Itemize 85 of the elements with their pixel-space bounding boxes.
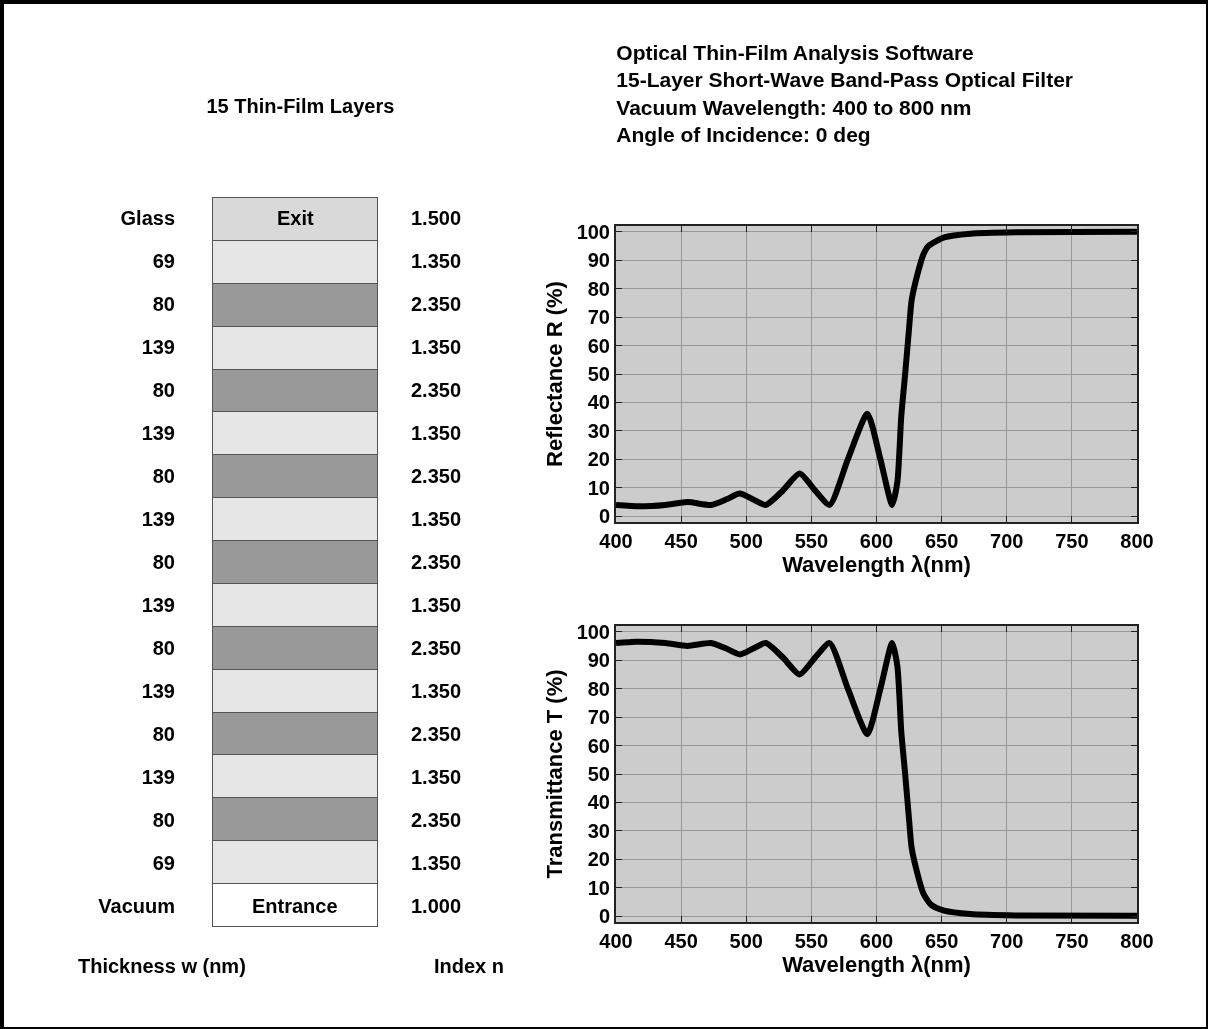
category-label: 80 <box>152 808 175 831</box>
y-tick-label: 30 <box>587 819 610 842</box>
category-label: 1.350 <box>411 250 462 273</box>
category-label: 1.350 <box>411 679 462 702</box>
category-label: 2.350 <box>411 808 462 831</box>
y-axis-title: Reflectance R (%) <box>541 281 567 467</box>
y-tick-label: 50 <box>587 763 610 785</box>
x-tick-label: 550 <box>794 930 829 952</box>
category-label: 2.350 <box>411 465 462 488</box>
category-label: 2.350 <box>411 551 462 573</box>
category-label: 2.350 <box>411 636 462 659</box>
x-tick-label: 750 <box>1055 930 1089 952</box>
y-tick-label: 10 <box>587 876 610 899</box>
category-label: 139 <box>141 336 175 359</box>
category-label: 80 <box>152 722 175 745</box>
text: 15 Thin-Film Layers <box>206 95 395 117</box>
category-label: 1.350 <box>411 508 462 531</box>
y-tick-label: 100 <box>576 220 610 243</box>
y-tick-label: 90 <box>587 649 610 672</box>
x-tick-label: 450 <box>664 530 698 552</box>
text: Entrance <box>252 895 338 917</box>
category-label: 80 <box>152 379 175 402</box>
category-label: 139 <box>141 679 175 702</box>
y-tick-label: 60 <box>587 734 610 757</box>
x-tick-label: 600 <box>859 930 894 952</box>
category-label: 1.350 <box>411 336 462 359</box>
x-tick-label: 750 <box>1055 530 1089 552</box>
category-label: Glass <box>120 207 175 230</box>
y-tick-label: 70 <box>587 306 610 329</box>
category-label: 69 <box>152 250 175 273</box>
x-tick-label: 500 <box>729 530 763 552</box>
category-label: 139 <box>141 765 175 788</box>
category-label: 1.350 <box>411 765 462 788</box>
category-label: Vacuum <box>98 894 175 917</box>
category-label: 139 <box>141 508 175 531</box>
y-tick-label: 80 <box>587 277 610 300</box>
chart-subtitle: 15-Layer Short-Wave Band-Pass Optical Filter Vacuum Wavelength: 400 to 800 nm Angle of Incidence: 0 deg <box>616 68 1074 146</box>
x-tick-label: 400 <box>599 930 633 952</box>
category-label: 2.350 <box>411 722 462 745</box>
category-label: 1.350 <box>411 851 462 874</box>
x-tick-label: 700 <box>990 530 1024 552</box>
y-tick-label: 50 <box>587 363 610 385</box>
x-tick-label: 600 <box>859 530 894 552</box>
text: Index n <box>434 955 505 977</box>
category-label: 80 <box>152 551 175 573</box>
category-label: 139 <box>141 593 175 616</box>
y-axis-title: Transmittance T (%) <box>541 669 567 879</box>
x-tick-label: 400 <box>599 530 633 552</box>
y-tick-label: 60 <box>587 334 610 357</box>
x-tick-label: 500 <box>729 930 763 952</box>
x-tick-label: 800 <box>1120 530 1154 552</box>
text: Thickness w (nm) <box>78 955 246 977</box>
x-tick-label: 650 <box>924 530 959 552</box>
y-tick-label: 80 <box>587 677 610 700</box>
category-label: 1.500 <box>411 207 462 230</box>
x-axis-title: Wavelength λ(nm) <box>782 552 971 578</box>
category-label: 80 <box>152 636 175 659</box>
category-label: 80 <box>152 293 175 316</box>
y-tick-label: 30 <box>587 419 610 442</box>
chart-title: Optical Thin-Film Analysis Software <box>616 41 974 64</box>
x-axis-title: Wavelength λ(nm) <box>782 952 971 978</box>
category-label: 69 <box>152 851 175 874</box>
y-tick-label: 20 <box>587 848 610 871</box>
text: Exit <box>277 207 314 229</box>
y-tick-label: 10 <box>587 476 610 499</box>
y-tick-label: 0 <box>598 505 610 528</box>
y-tick-label: 40 <box>587 791 610 814</box>
category-label: 2.350 <box>411 379 462 402</box>
x-tick-label: 800 <box>1120 930 1154 952</box>
x-tick-label: 700 <box>990 930 1024 952</box>
category-label: 1.000 <box>411 894 462 917</box>
y-tick-label: 0 <box>598 905 610 928</box>
y-tick-label: 40 <box>587 391 610 414</box>
category-label: 139 <box>141 422 175 445</box>
x-tick-label: 550 <box>794 530 829 552</box>
y-tick-label: 100 <box>576 620 610 643</box>
category-label: 2.350 <box>411 293 462 316</box>
category-label: 80 <box>152 465 175 488</box>
x-tick-label: 650 <box>924 930 959 952</box>
y-tick-label: 90 <box>587 249 610 272</box>
y-tick-label: 70 <box>587 706 610 729</box>
category-label: 1.350 <box>411 422 462 445</box>
x-tick-label: 450 <box>664 930 698 952</box>
y-tick-label: 20 <box>587 448 610 471</box>
category-label: 1.350 <box>411 593 462 616</box>
